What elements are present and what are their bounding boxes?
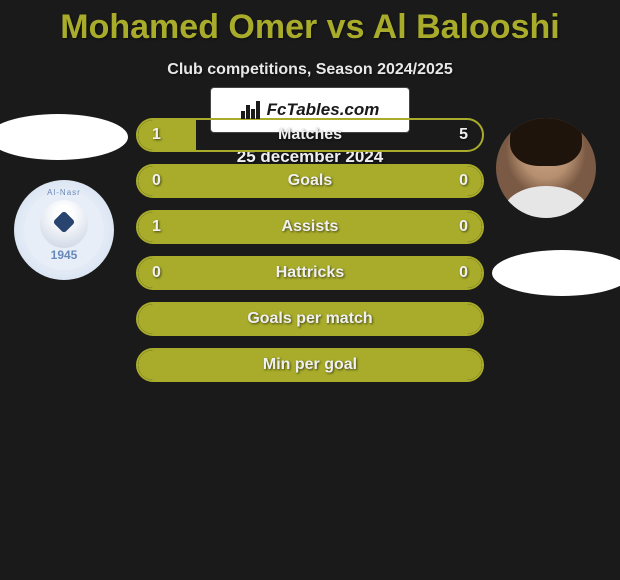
- stat-value-left: 0: [152, 172, 161, 190]
- stat-row: 1 Assists 0: [136, 210, 484, 244]
- stat-fill: [138, 120, 196, 150]
- stat-value-right: 0: [459, 172, 468, 190]
- right-player-photo: [496, 118, 596, 218]
- stat-row: Min per goal: [136, 348, 484, 382]
- stat-value-left: 1: [152, 126, 161, 144]
- stat-value-right: 0: [459, 264, 468, 282]
- stat-row: 0 Hattricks 0: [136, 256, 484, 290]
- stat-value-left: 1: [152, 218, 161, 236]
- right-club-badge-placeholder: [492, 250, 620, 296]
- stats-container: 1 Matches 5 0 Goals 0 1 Assists 0 0 Hattricks 0 Goal…: [136, 118, 484, 394]
- stat-label: Goals per match: [247, 310, 372, 328]
- stat-label: Assists: [282, 218, 339, 236]
- stat-row: Goals per match: [136, 302, 484, 336]
- stat-label: Hattricks: [276, 264, 344, 282]
- stat-value-left: 0: [152, 264, 161, 282]
- stat-label: Goals: [288, 172, 332, 190]
- subtitle: Club competitions, Season 2024/2025: [0, 61, 620, 79]
- stat-row: 1 Matches 5: [136, 118, 484, 152]
- stat-value-right: 0: [459, 218, 468, 236]
- stat-row: 0 Goals 0: [136, 164, 484, 198]
- left-club-badge: Al-Nasr 1945: [14, 180, 114, 280]
- club-year: 1945: [51, 248, 78, 262]
- stat-label: Matches: [278, 126, 342, 144]
- stat-label: Min per goal: [263, 356, 357, 374]
- page-title: Mohamed Omer vs Al Balooshi: [0, 0, 620, 47]
- brand-text: FcTables.com: [267, 100, 380, 120]
- club-arc-text: Al-Nasr: [47, 188, 81, 197]
- brand-chart-icon: [241, 101, 263, 119]
- soccer-ball-icon: [40, 200, 88, 248]
- stat-value-right: 5: [459, 126, 468, 144]
